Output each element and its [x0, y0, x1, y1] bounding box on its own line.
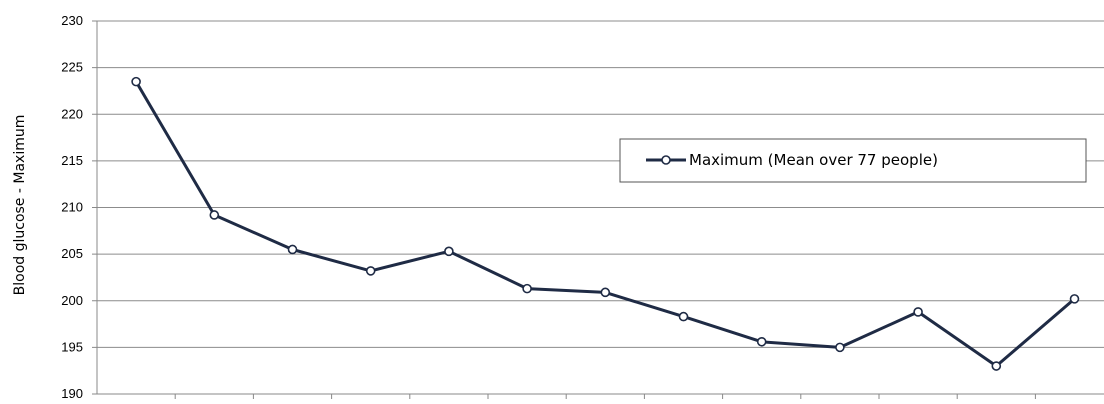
legend-label: Maximum (Mean over 77 people)	[689, 151, 938, 169]
data-point	[287, 244, 298, 255]
data-point	[678, 311, 689, 322]
y-tick-label: 200	[61, 293, 83, 308]
data-point	[913, 307, 923, 317]
y-axis-label: Blood glucose - Maximum	[12, 115, 28, 296]
data-point	[444, 246, 454, 257]
data-point	[365, 266, 376, 276]
y-axis-tick-labels: 190 195 200 205 210 215 220 225 230	[61, 13, 83, 401]
y-tick-label: 190	[61, 386, 83, 401]
x-axis-ticks	[174, 394, 1036, 399]
data-point	[209, 210, 220, 220]
y-tick-label: 230	[61, 13, 83, 28]
y-tick-label: 210	[61, 200, 83, 215]
data-point	[835, 342, 845, 353]
series-layer	[131, 76, 1080, 371]
series-line	[134, 80, 1076, 368]
legend-box	[619, 138, 1087, 183]
legend: Maximum (Mean over 77 people)	[619, 138, 1087, 183]
legend-marker	[661, 155, 671, 165]
data-point	[522, 283, 532, 294]
data-point	[131, 76, 141, 87]
data-point	[1069, 294, 1080, 304]
y-tick-label: 205	[61, 246, 83, 261]
y-tick-label: 195	[61, 339, 83, 354]
y-tick-label: 215	[61, 153, 83, 168]
grid-lines	[92, 20, 1104, 395]
data-point	[756, 336, 767, 347]
data-point	[991, 361, 1002, 371]
axes	[96, 21, 1104, 395]
y-tick-label: 220	[61, 106, 83, 121]
y-tick-label: 225	[61, 60, 83, 75]
data-point	[600, 287, 611, 298]
